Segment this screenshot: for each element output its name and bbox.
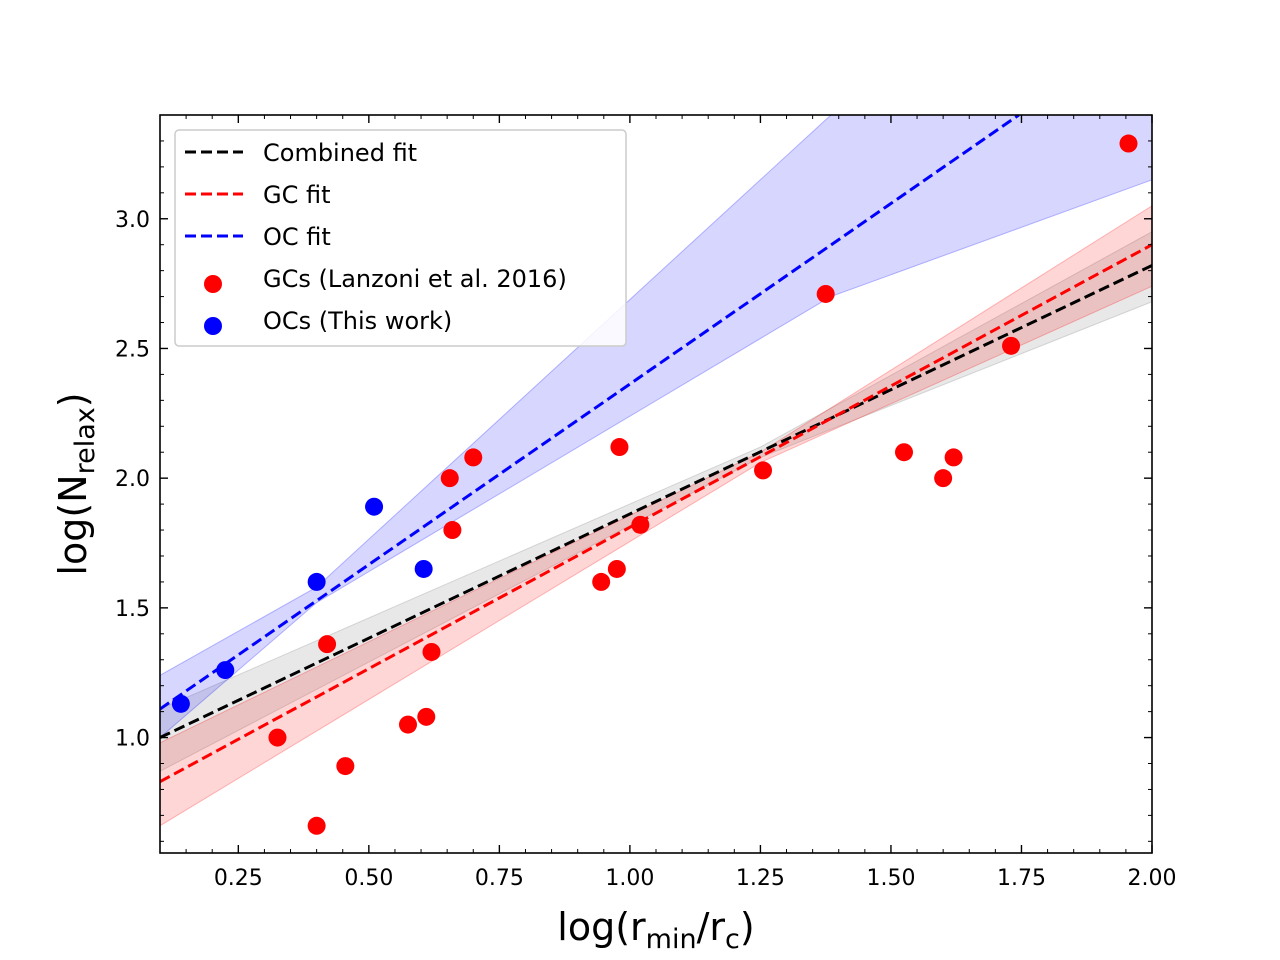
legend-swatch-gcs-lanzoni-et-al-2016 [204,275,222,293]
oc-fit-line [160,115,1020,711]
gcs-lanzoni-et-al-2016-point [440,469,459,488]
ocs-this-work-point [216,661,235,680]
y-tick-label: 2.5 [115,337,150,362]
gcs-lanzoni-et-al-2016-point [1002,336,1021,355]
x-tick-label: 0.75 [475,866,524,891]
gc-fit-line [160,243,1152,783]
x-tick-label: 1.75 [997,866,1046,891]
gcs-lanzoni-et-al-2016-point [422,642,441,661]
gcs-lanzoni-et-al-2016-point [307,816,326,835]
y-tick-label: 1.0 [115,727,150,752]
gcs-lanzoni-et-al-2016-point [1119,134,1138,153]
ocs-this-work-point [171,694,190,713]
legend-box [174,129,627,347]
gcs-lanzoni-et-al-2016-point [464,448,483,467]
legend-label-gcs-lanzoni-et-al-2016: GCs (Lanzoni et al. 2016) [263,265,567,293]
x-axis-title: log(rmin/rc) [557,905,754,955]
x-tick-label: 1.00 [605,866,654,891]
data-points [171,134,1138,835]
legend-label-oc-fit: OC fit [263,223,331,251]
axes: 0.25 0.50 0.75 1.00 1.25 1.50 1.75 2.00 1.0 1.5 2.… [115,114,1177,891]
x-tick-label: 1.25 [736,866,785,891]
gcs-lanzoni-et-al-2016-point [610,438,629,457]
y-tick-label: 2.0 [115,467,150,492]
gcs-lanzoni-et-al-2016-point [399,715,417,734]
y-tick-label: 1.5 [115,597,150,622]
gcs-lanzoni-et-al-2016-point [607,559,626,578]
legend-label-combined-fit: Combined fit [263,139,417,167]
gcs-lanzoni-et-al-2016-point [268,728,287,747]
legend-label-ocs-this-work: OCs (This work) [263,307,452,335]
oc-fit-band [160,115,1152,739]
legend-label-gc-fit: GC fit [263,181,331,209]
y-axis-title: log(Nrelax) [51,392,101,575]
gcs-lanzoni-et-al-2016-point [336,757,355,776]
fit-lines [160,115,1152,783]
y-tick-label: 3.0 [115,208,150,233]
ocs-this-work-point [365,497,384,516]
gcs-lanzoni-et-al-2016-point [754,461,773,480]
gcs-lanzoni-et-al-2016-point [592,572,611,591]
gcs-lanzoni-et-al-2016-point [631,515,650,534]
gcs-lanzoni-et-al-2016-point [417,707,436,726]
gcs-lanzoni-et-al-2016-point [934,469,953,488]
x-tick-label: 1.50 [866,866,915,891]
gcs-lanzoni-et-al-2016-point [816,284,835,303]
legend: Combined fit GC fit OC fit GCs (Lanzoni et … [174,129,627,347]
gcs-lanzoni-et-al-2016-point [895,443,913,462]
ocs-this-work-point [414,559,433,578]
gcs-lanzoni-et-al-2016-point [318,635,337,654]
ocs-this-work-point [307,572,326,591]
x-tick-label: 0.50 [344,866,393,891]
legend-swatch-ocs-this-work [204,317,222,335]
gcs-lanzoni-et-al-2016-point [944,448,963,467]
x-tick-label: 0.25 [214,866,263,891]
gcs-lanzoni-et-al-2016-point [443,521,462,540]
x-tick-label: 2.00 [1128,866,1177,891]
combined-fit-line [160,264,1152,739]
